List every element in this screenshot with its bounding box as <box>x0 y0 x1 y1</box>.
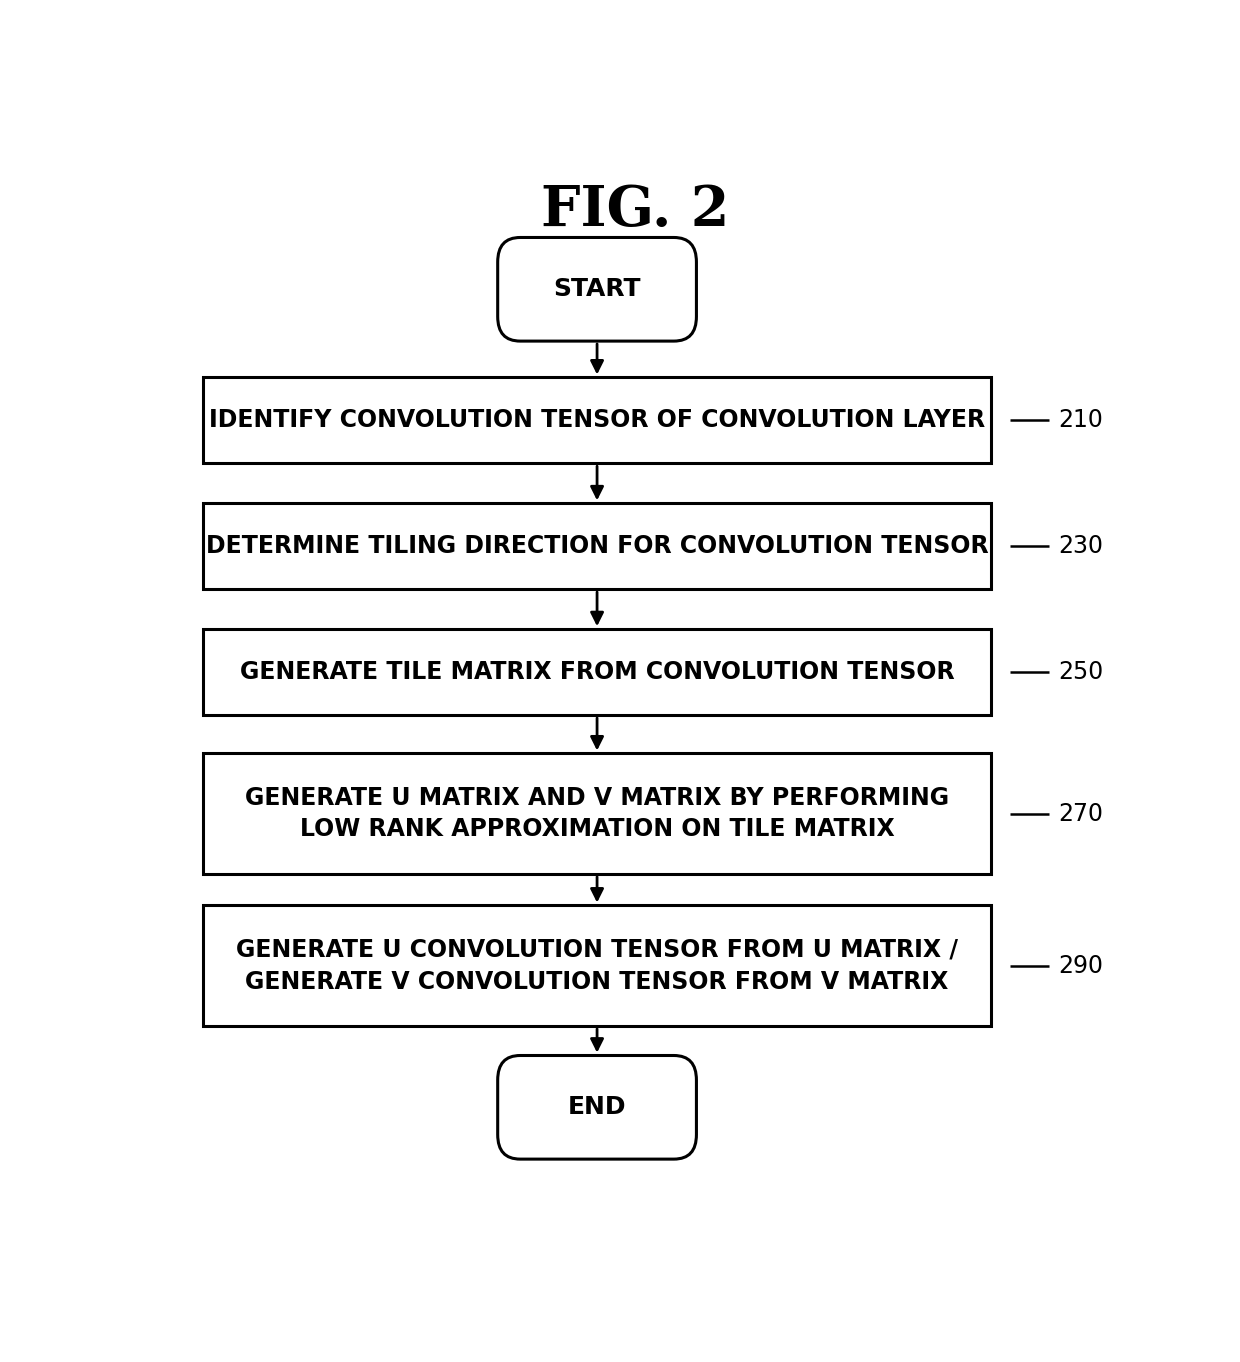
Bar <box>203 503 991 590</box>
Text: 230: 230 <box>1059 534 1104 558</box>
Text: IDENTIFY CONVOLUTION TENSOR OF CONVOLUTION LAYER: IDENTIFY CONVOLUTION TENSOR OF CONVOLUTI… <box>210 409 985 432</box>
Text: 210: 210 <box>1059 409 1104 432</box>
Text: 270: 270 <box>1059 802 1104 825</box>
Text: 250: 250 <box>1059 661 1104 684</box>
Text: END: END <box>568 1095 626 1120</box>
Bar <box>203 753 991 874</box>
Bar <box>203 906 991 1026</box>
Text: GENERATE U MATRIX AND V MATRIX BY PERFORMING
LOW RANK APPROXIMATION ON TILE MATR: GENERATE U MATRIX AND V MATRIX BY PERFOR… <box>246 786 949 842</box>
Bar <box>203 629 991 715</box>
Text: FIG. 2: FIG. 2 <box>542 183 729 238</box>
FancyBboxPatch shape <box>497 237 697 340</box>
Text: DETERMINE TILING DIRECTION FOR CONVOLUTION TENSOR: DETERMINE TILING DIRECTION FOR CONVOLUTI… <box>206 534 988 558</box>
Bar <box>203 377 991 463</box>
Text: GENERATE TILE MATRIX FROM CONVOLUTION TENSOR: GENERATE TILE MATRIX FROM CONVOLUTION TE… <box>239 661 955 684</box>
Text: START: START <box>553 278 641 301</box>
FancyBboxPatch shape <box>497 1056 697 1159</box>
Text: 290: 290 <box>1059 953 1104 978</box>
Text: GENERATE U CONVOLUTION TENSOR FROM U MATRIX /
GENERATE V CONVOLUTION TENSOR FROM: GENERATE U CONVOLUTION TENSOR FROM U MAT… <box>236 938 959 993</box>
